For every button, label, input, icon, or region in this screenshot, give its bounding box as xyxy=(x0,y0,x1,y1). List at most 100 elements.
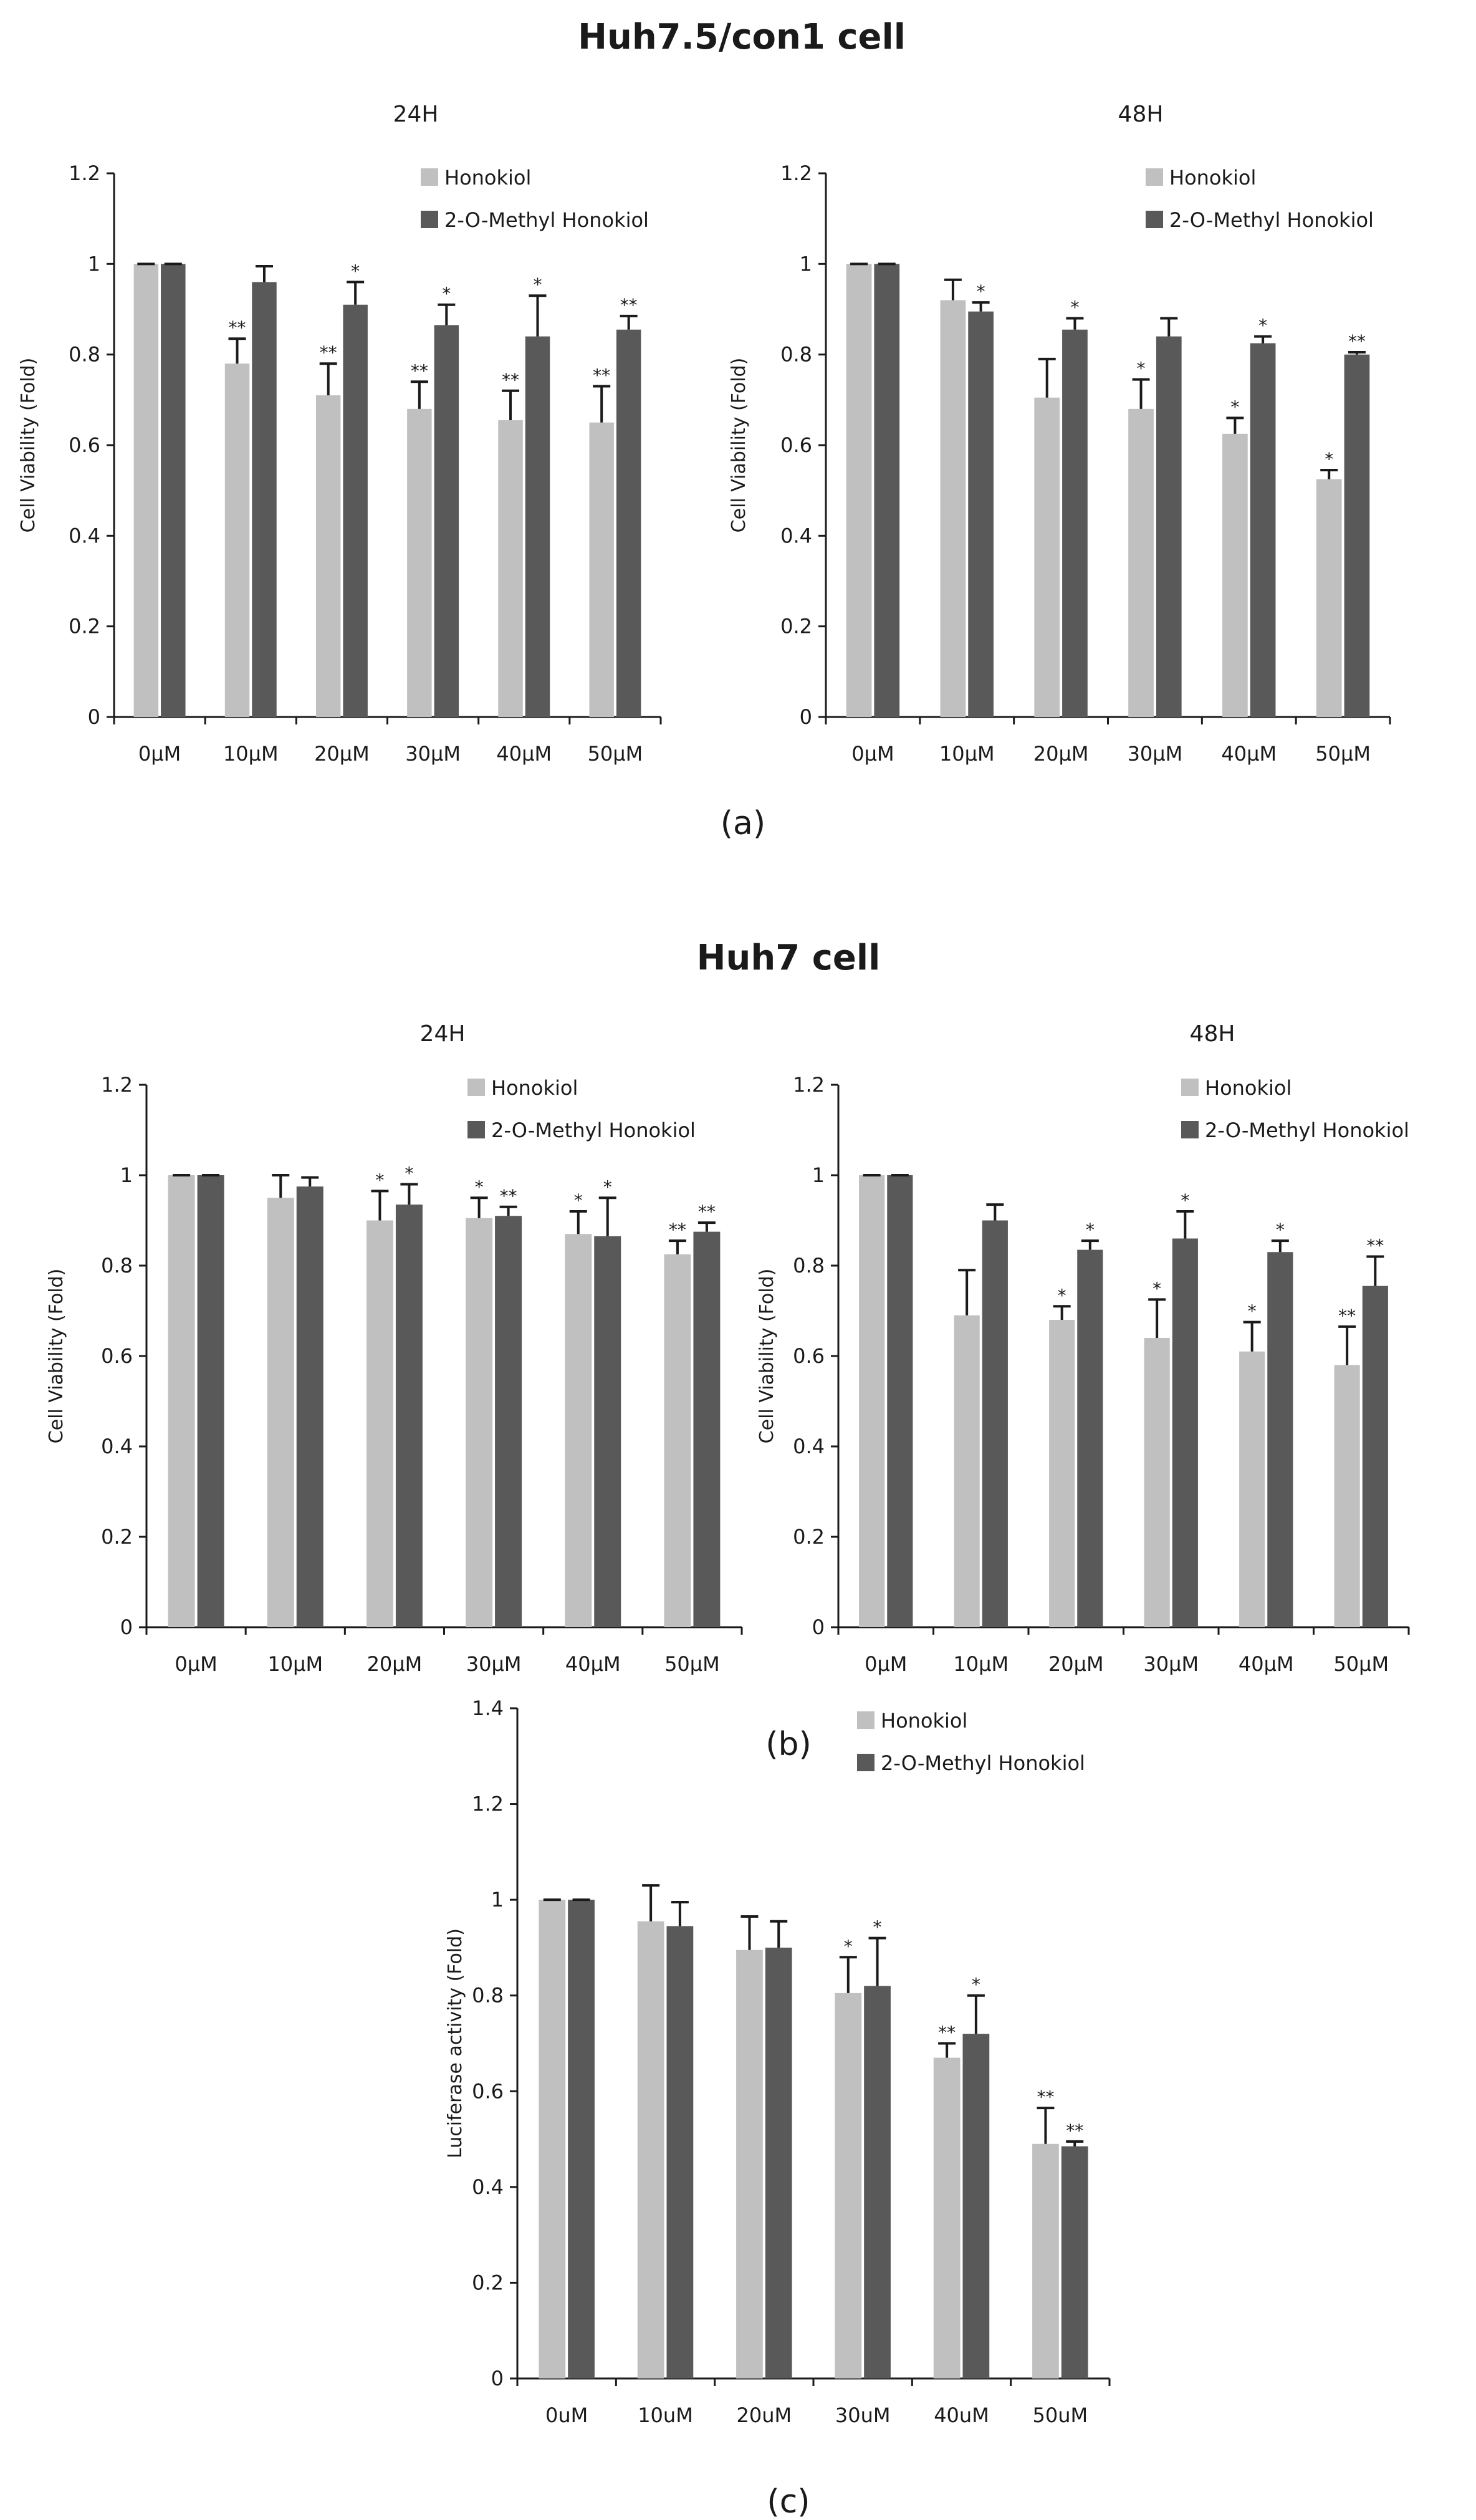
y-tick-label: 0.6 xyxy=(780,433,812,457)
significance-mark: * xyxy=(873,1917,882,1938)
x-tick-label: 20μM xyxy=(367,1652,423,1676)
x-tick-label: 40μM xyxy=(1239,1652,1294,1676)
x-tick-label: 50μM xyxy=(1333,1652,1389,1676)
significance-mark: * xyxy=(405,1163,413,1184)
panel-label-b: (b) xyxy=(765,1726,812,1763)
significance-mark: * xyxy=(1137,358,1146,379)
legend-swatch xyxy=(1146,211,1163,228)
y-tick-label: 0 xyxy=(120,1615,133,1639)
x-tick-label: 10μM xyxy=(267,1652,323,1676)
y-tick-label: 0.8 xyxy=(69,343,100,367)
bar-methyl-honokiol xyxy=(296,1186,323,1627)
bar-honokiol xyxy=(315,395,341,717)
significance-mark: * xyxy=(375,1170,384,1190)
significance-mark: * xyxy=(977,281,985,302)
significance-mark: * xyxy=(533,274,542,295)
legend-swatch xyxy=(1181,1079,1199,1096)
bar-honokiol xyxy=(168,1175,195,1627)
bar-honokiol xyxy=(637,1921,664,2378)
section-title-huh7: Huh7 cell xyxy=(697,938,881,978)
bar-honokiol xyxy=(1032,2143,1059,2378)
significance-mark: * xyxy=(1181,1190,1189,1211)
bar-honokiol xyxy=(835,1993,862,2378)
y-tick-label: 0.2 xyxy=(69,615,100,638)
legend-swatch xyxy=(857,1711,875,1729)
x-tick-label: 0μM xyxy=(865,1652,907,1676)
bar-methyl-honokiol xyxy=(1344,354,1370,717)
x-tick-label: 40μM xyxy=(1221,742,1277,766)
significance-mark: * xyxy=(972,1974,980,1995)
legend-label: Honokiol xyxy=(1169,166,1256,190)
y-tick-label: 0.8 xyxy=(780,343,812,367)
x-tick-label: 40uM xyxy=(934,2403,989,2427)
x-tick-label: 40μM xyxy=(565,1652,621,1676)
legend-label: Honokiol xyxy=(881,1709,967,1733)
bar-methyl-honokiol xyxy=(1362,1286,1388,1627)
bar-honokiol xyxy=(366,1220,393,1627)
significance-mark: * xyxy=(1248,1301,1257,1322)
bar-methyl-honokiol xyxy=(197,1175,224,1627)
bar-honokiol xyxy=(859,1175,885,1627)
x-tick-label: 10μM xyxy=(953,1652,1009,1676)
x-tick-label: 20μM xyxy=(1033,742,1089,766)
legend-label: Honokiol xyxy=(1205,1076,1292,1100)
significance-mark: ** xyxy=(1348,331,1366,352)
y-tick-label: 0.6 xyxy=(472,2079,504,2103)
section-title-huh75-con1: Huh7.5/con1 cell xyxy=(578,17,906,57)
bar-methyl-honokiol xyxy=(1250,343,1276,717)
x-tick-label: 50uM xyxy=(1033,2403,1088,2427)
significance-mark: * xyxy=(475,1176,484,1197)
chart-a-48h: 48H Cell Viability (Fold) 0 0.2 0.4 0.6 0.8 1 1.… xyxy=(728,102,1391,766)
y-tick-label: 0.2 xyxy=(780,615,812,638)
y-axis-label: Cell Viability (Fold) xyxy=(728,358,750,533)
bar-honokiol xyxy=(1222,433,1248,717)
x-tick-label: 20μM xyxy=(1048,1652,1104,1676)
bar-honokiol xyxy=(954,1315,980,1627)
bar-methyl-honokiol xyxy=(982,1220,1008,1627)
bar-methyl-honokiol xyxy=(1172,1238,1198,1627)
legend-label: 2-O-Methyl Honokiol xyxy=(1205,1118,1409,1142)
significance-mark: ** xyxy=(320,342,337,363)
bar-methyl-honokiol xyxy=(495,1216,522,1627)
bar-honokiol xyxy=(224,363,250,717)
y-tick-label: 0 xyxy=(491,2367,504,2390)
legend-swatch xyxy=(467,1079,485,1096)
x-tick-label: 30μM xyxy=(405,742,461,766)
x-tick-label: 50μM xyxy=(664,1652,720,1676)
x-tick-label: 30μM xyxy=(1143,1652,1199,1676)
chart-b-48h: 48H Cell Viability (Fold) 0 0.2 0.4 0.6 0.8 1 1.… xyxy=(756,1021,1410,1676)
legend-swatch xyxy=(421,211,438,228)
bar-honokiol xyxy=(846,264,872,717)
significance-mark: ** xyxy=(669,1219,686,1240)
y-tick-label: 1 xyxy=(800,252,812,276)
bar-honokiol xyxy=(940,300,966,717)
bar-methyl-honokiol xyxy=(161,264,186,717)
y-tick-label: 0.4 xyxy=(472,2175,504,2199)
bar-methyl-honokiol xyxy=(525,336,550,717)
legend-label: 2-O-Methyl Honokiol xyxy=(881,1751,1085,1775)
x-tick-label: 0μM xyxy=(138,742,181,766)
bar-honokiol xyxy=(1316,479,1342,717)
y-tick-label: 0.2 xyxy=(793,1525,825,1549)
significance-mark: ** xyxy=(502,370,519,390)
legend-label: Honokiol xyxy=(444,166,531,190)
significance-mark: ** xyxy=(1037,2087,1054,2107)
bar-methyl-honokiol xyxy=(1062,329,1088,717)
bar-methyl-honokiol xyxy=(693,1231,721,1627)
bar-honokiol xyxy=(565,1234,592,1627)
significance-mark: ** xyxy=(620,295,638,315)
bar-methyl-honokiol xyxy=(1267,1252,1293,1627)
y-tick-label: 0.4 xyxy=(793,1435,825,1458)
y-tick-label: 0.4 xyxy=(69,524,100,547)
significance-mark: * xyxy=(1086,1219,1095,1240)
significance-mark: * xyxy=(1276,1219,1285,1240)
x-tick-label: 50μM xyxy=(1315,742,1371,766)
significance-mark: ** xyxy=(1366,1236,1384,1256)
x-tick-label: 40μM xyxy=(496,742,552,766)
significance-mark: * xyxy=(1070,297,1079,318)
x-tick-label: 0μM xyxy=(175,1652,217,1676)
bar-honokiol xyxy=(664,1254,691,1627)
chart-c-luciferase: Luciferase activity (Fold) 0 0.2 0.4 0.6 0.8 1… xyxy=(444,1696,1111,2427)
bar-methyl-honokiol xyxy=(968,311,994,718)
significance-mark: * xyxy=(1153,1278,1161,1299)
